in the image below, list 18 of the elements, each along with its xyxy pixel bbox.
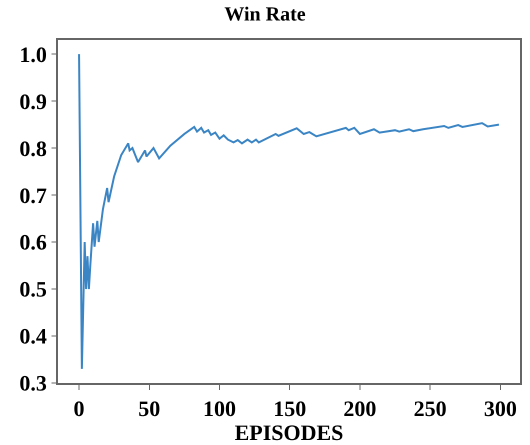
line-series xyxy=(78,53,500,370)
y-tick-label: 0.7 xyxy=(19,182,47,208)
y-tick-label: 0.9 xyxy=(19,88,47,114)
x-tick-label: 50 xyxy=(138,396,160,422)
x-tick-label: 300 xyxy=(484,396,517,422)
x-tick-label: 150 xyxy=(273,396,306,422)
x-tick-label: 100 xyxy=(202,396,236,422)
y-tick-label: 0.4 xyxy=(19,324,47,349)
x-tick-label: 250 xyxy=(414,396,447,422)
y-tick-label: 0.3 xyxy=(19,370,47,396)
x-tick-label: 200 xyxy=(343,396,376,422)
chart-title: Win Rate xyxy=(224,4,306,26)
x-tick-label: 0 xyxy=(74,396,85,422)
y-tick-label: 0.5 xyxy=(19,276,47,302)
y-tick-label: 0.6 xyxy=(19,230,47,255)
y-tick-label: 1.0 xyxy=(19,42,47,67)
x-axis-title: EPISODES xyxy=(234,420,344,445)
y-tick-label: 0.8 xyxy=(19,136,47,161)
